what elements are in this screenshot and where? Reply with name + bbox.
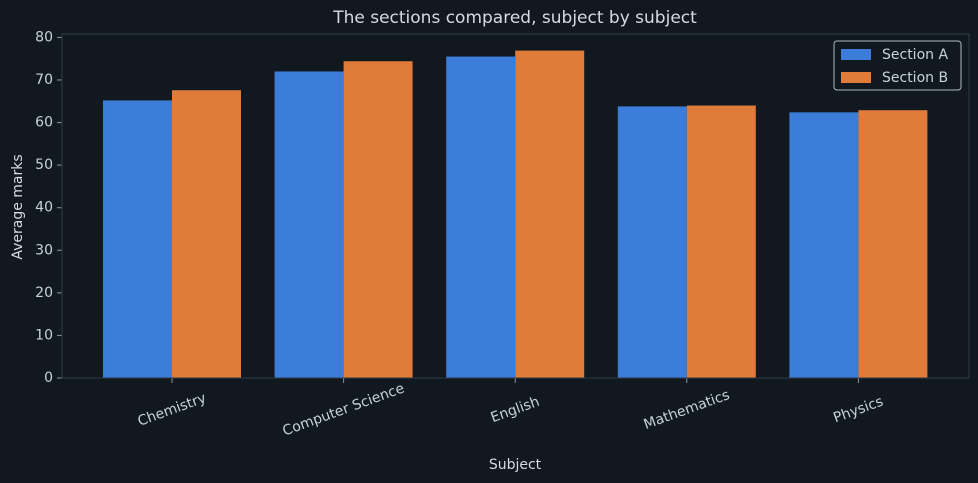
legend-label: Section B <box>882 70 948 86</box>
bar <box>858 110 928 379</box>
legend-label: Section A <box>882 47 948 63</box>
y-tick-label: 70 <box>35 72 53 88</box>
bar <box>686 105 756 378</box>
x-axis-label: Subject <box>489 457 542 473</box>
plot-frame <box>61 33 970 379</box>
chart-title: The sections compared, subject by subjec… <box>332 8 697 28</box>
bar <box>789 112 859 378</box>
bar <box>172 90 241 378</box>
bar <box>617 106 687 379</box>
y-tick-label: 20 <box>35 285 53 301</box>
y-tick-label: 50 <box>35 157 53 173</box>
bar <box>446 56 516 378</box>
y-tick-label: 0 <box>44 370 53 386</box>
legend-swatch <box>841 49 871 60</box>
bar <box>274 71 344 379</box>
y-tick-label: 40 <box>35 200 53 216</box>
bar <box>343 61 413 378</box>
bar <box>515 50 585 378</box>
y-tick-label: 30 <box>35 242 53 258</box>
y-tick-label: 60 <box>35 115 53 131</box>
y-tick-label: 80 <box>35 29 53 45</box>
legend-swatch <box>841 72 871 83</box>
y-axis-label: Average marks <box>10 154 26 259</box>
y-tick-label: 10 <box>35 327 53 343</box>
bar <box>103 100 172 379</box>
